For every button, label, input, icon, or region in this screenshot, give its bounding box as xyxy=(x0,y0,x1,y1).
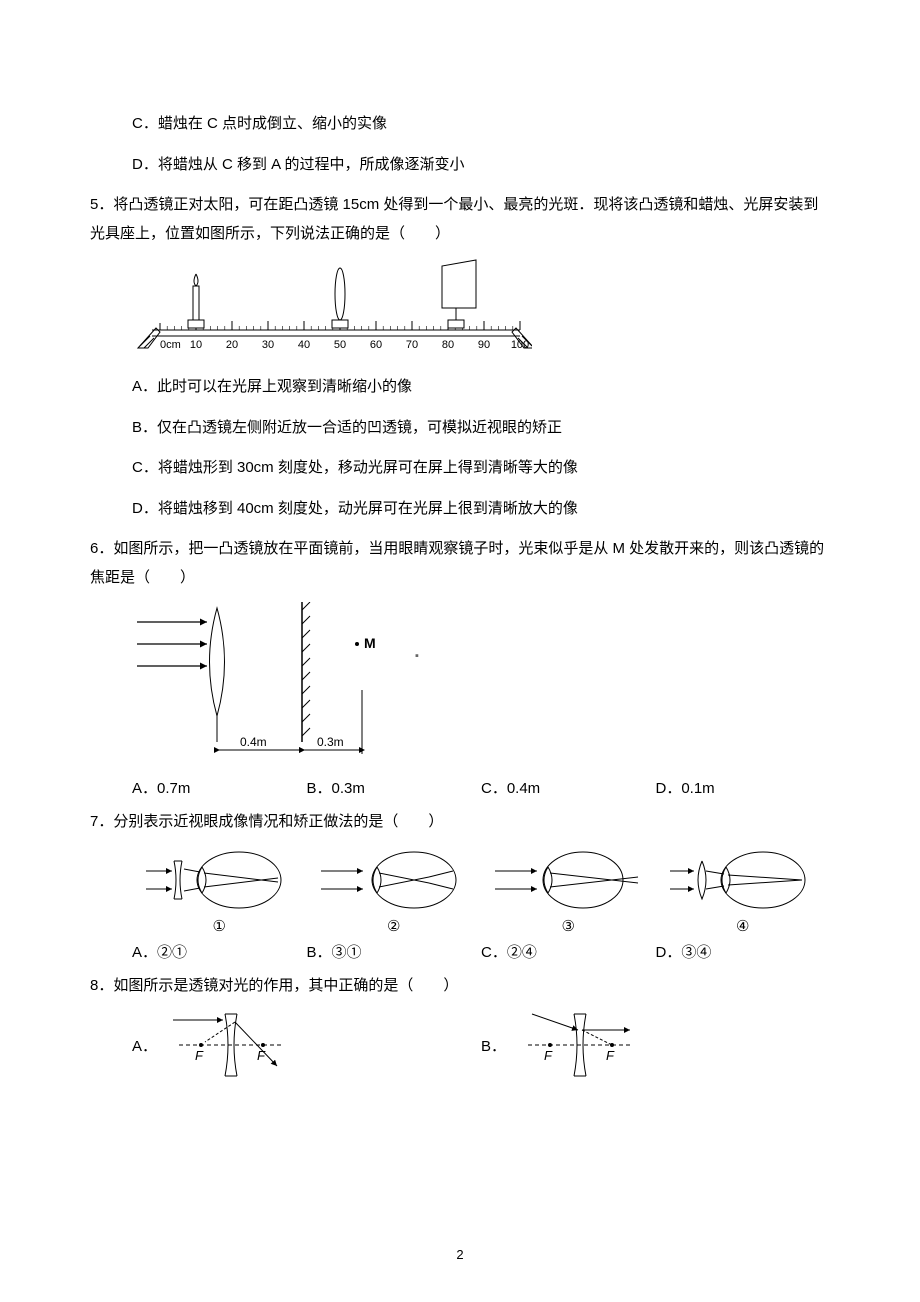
tick-100: 100 xyxy=(511,339,529,351)
q5-opt-c: C．将蜡烛形到 30cm 刻度处，移动光屏可在屏上得到清晰等大的像 xyxy=(90,454,830,483)
q5-figure: 0cm 10 20 30 40 50 60 70 80 90 100 xyxy=(132,258,830,363)
q4-opt-d: D．将蜡烛从 C 移到 A 的过程中，所成像逐渐变小 xyxy=(90,151,830,180)
svg-text:F: F xyxy=(195,1048,204,1063)
q8-b-label: B． xyxy=(481,1035,506,1056)
tick-60: 60 xyxy=(370,339,382,351)
page-number: 2 xyxy=(0,1247,920,1262)
tick-20: 20 xyxy=(226,339,238,351)
concave-lens-b-icon: F F xyxy=(518,1010,638,1080)
tick-50: 50 xyxy=(334,339,346,351)
q7-stem: 7．分别表示近视眼成像情况和矫正做法的是（ ） xyxy=(90,808,830,837)
q5-opt-a: A．此时可以在光屏上观察到清晰缩小的像 xyxy=(90,373,830,402)
tick-80: 80 xyxy=(442,339,454,351)
eye-diagram-2 xyxy=(319,847,469,913)
q4-opt-c: C．蜡烛在 C 点时成倒立、缩小的实像 xyxy=(90,110,830,139)
q6-opt-b: B．0.3m xyxy=(307,777,482,798)
q6-opt-c: C．0.4m xyxy=(481,777,656,798)
q7-label-4: ④ xyxy=(656,917,831,935)
q7-opt-d: D．③④ xyxy=(656,941,831,962)
eye-diagram-1 xyxy=(144,847,294,913)
q7-label-2: ② xyxy=(307,917,482,935)
eye-diagram-3 xyxy=(493,847,643,913)
q8-opt-b: B． F F xyxy=(481,1010,830,1080)
q8-a-label: A． xyxy=(132,1035,157,1056)
concave-lens-a-icon: F F xyxy=(169,1010,289,1080)
q6-opt-a: A．0.7m xyxy=(132,777,307,798)
q7-options: A．②① B．③① C．②④ D．③④ xyxy=(90,941,830,962)
q7-labels: ① ② ③ ④ xyxy=(90,917,830,935)
dim-03m: 0.3m xyxy=(317,735,344,749)
q5-stem: 5．将凸透镜正对太阳，可在距凸透镜 15cm 处得到一个最小、最亮的光斑．现将该… xyxy=(90,191,830,248)
svg-text:F: F xyxy=(606,1048,615,1063)
q6-options: A．0.7m B．0.3m C．0.4m D．0.1m xyxy=(90,777,830,798)
watermark-dot: ▪ xyxy=(415,650,419,662)
q8-stem: 8．如图所示是透镜对光的作用，其中正确的是（ ） xyxy=(90,972,830,1001)
q7-label-1: ① xyxy=(132,917,307,935)
q6-opt-d: D．0.1m xyxy=(656,777,831,798)
q7-opt-a: A．②① xyxy=(132,941,307,962)
label-m: M xyxy=(364,635,376,651)
dim-04m: 0.4m xyxy=(240,735,267,749)
q5-opt-d: D．将蜡烛移到 40cm 刻度处，动光屏可在光屏上很到清晰放大的像 xyxy=(90,495,830,524)
tick-10: 10 xyxy=(190,339,202,351)
tick-90: 90 xyxy=(478,339,490,351)
q8-row1: A． F F B． F F xyxy=(90,1010,830,1080)
q7-opt-c: C．②④ xyxy=(481,941,656,962)
q8-opt-a: A． F F xyxy=(132,1010,481,1080)
tick-30: 30 xyxy=(262,339,274,351)
q6-stem: 6．如图所示，把一凸透镜放在平面镜前，当用眼睛观察镜子时，光束似乎是从 M 处发… xyxy=(90,535,830,592)
candle-icon xyxy=(188,274,204,328)
q7-label-3: ③ xyxy=(481,917,656,935)
eye-diagram-4 xyxy=(668,847,818,913)
q6-figure: M 0.4m 0.3m xyxy=(132,602,830,767)
q7-opt-b: B．③① xyxy=(307,941,482,962)
tick-40: 40 xyxy=(298,339,310,351)
lens-icon xyxy=(332,268,348,328)
svg-text:F: F xyxy=(544,1048,553,1063)
screen-icon xyxy=(442,260,476,328)
tick-70: 70 xyxy=(406,339,418,351)
q7-figures xyxy=(90,847,830,913)
q5-opt-b: B．仅在凸透镜左侧附近放一合适的凹透镜，可模拟近视眼的矫正 xyxy=(90,414,830,443)
tick-0: 0cm xyxy=(160,339,181,351)
